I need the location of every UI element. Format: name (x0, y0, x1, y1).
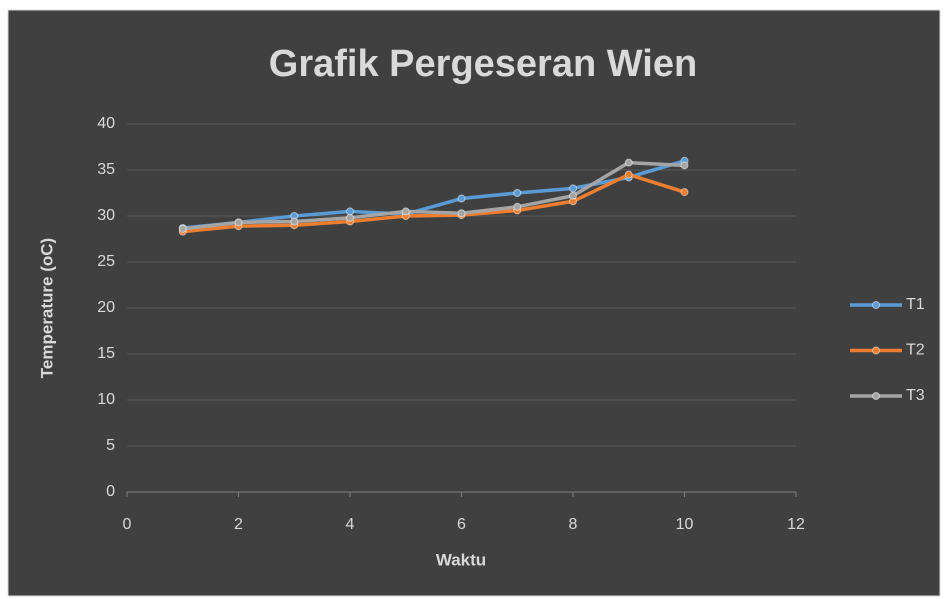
y-tick-label: 35 (97, 161, 115, 178)
x-tick-label: 6 (457, 516, 466, 533)
series-line (182, 160, 685, 231)
y-tick-label: 10 (97, 391, 115, 408)
data-point (680, 188, 689, 197)
data-point (624, 170, 633, 179)
x-tick-label: 8 (569, 516, 578, 533)
data-point (513, 189, 522, 197)
legend-marker (872, 301, 880, 309)
legend-marker (872, 346, 880, 355)
data-point (457, 209, 466, 218)
legend-label: T3 (906, 387, 925, 404)
data-point (624, 158, 633, 167)
data-point (178, 224, 187, 233)
data-point (680, 161, 689, 170)
data-point (569, 191, 577, 200)
y-axis-label: Temperature (oC) (37, 238, 56, 378)
y-tick-label: 30 (97, 207, 115, 224)
x-axis-label: Waktu (436, 550, 486, 569)
y-tick-label: 15 (97, 345, 115, 362)
data-point (401, 207, 410, 216)
series-line (182, 172, 686, 234)
series-line (182, 159, 685, 230)
chart-title: Grafik Pergeseran Wien (269, 43, 697, 85)
y-tick-label: 20 (97, 299, 115, 316)
legend-label: T1 (906, 296, 925, 313)
data-point (290, 217, 299, 226)
x-tick-label: 10 (676, 516, 694, 533)
legend-marker (872, 392, 880, 400)
data-point (457, 194, 466, 203)
x-tick-label: 2 (234, 516, 243, 533)
y-tick-label: 5 (106, 437, 115, 454)
data-point (513, 202, 522, 211)
x-tick-label: 4 (346, 516, 355, 533)
y-tick-label: 25 (97, 253, 115, 270)
y-tick-label: 40 (97, 115, 115, 132)
x-tick-label: 12 (787, 516, 805, 533)
data-point (569, 184, 577, 193)
chart-area (7, 9, 941, 597)
x-tick-label: 0 (123, 516, 132, 533)
data-point (346, 213, 354, 222)
data-point (234, 218, 243, 227)
legend-label: T2 (906, 342, 925, 359)
y-tick-label: 0 (106, 483, 115, 500)
